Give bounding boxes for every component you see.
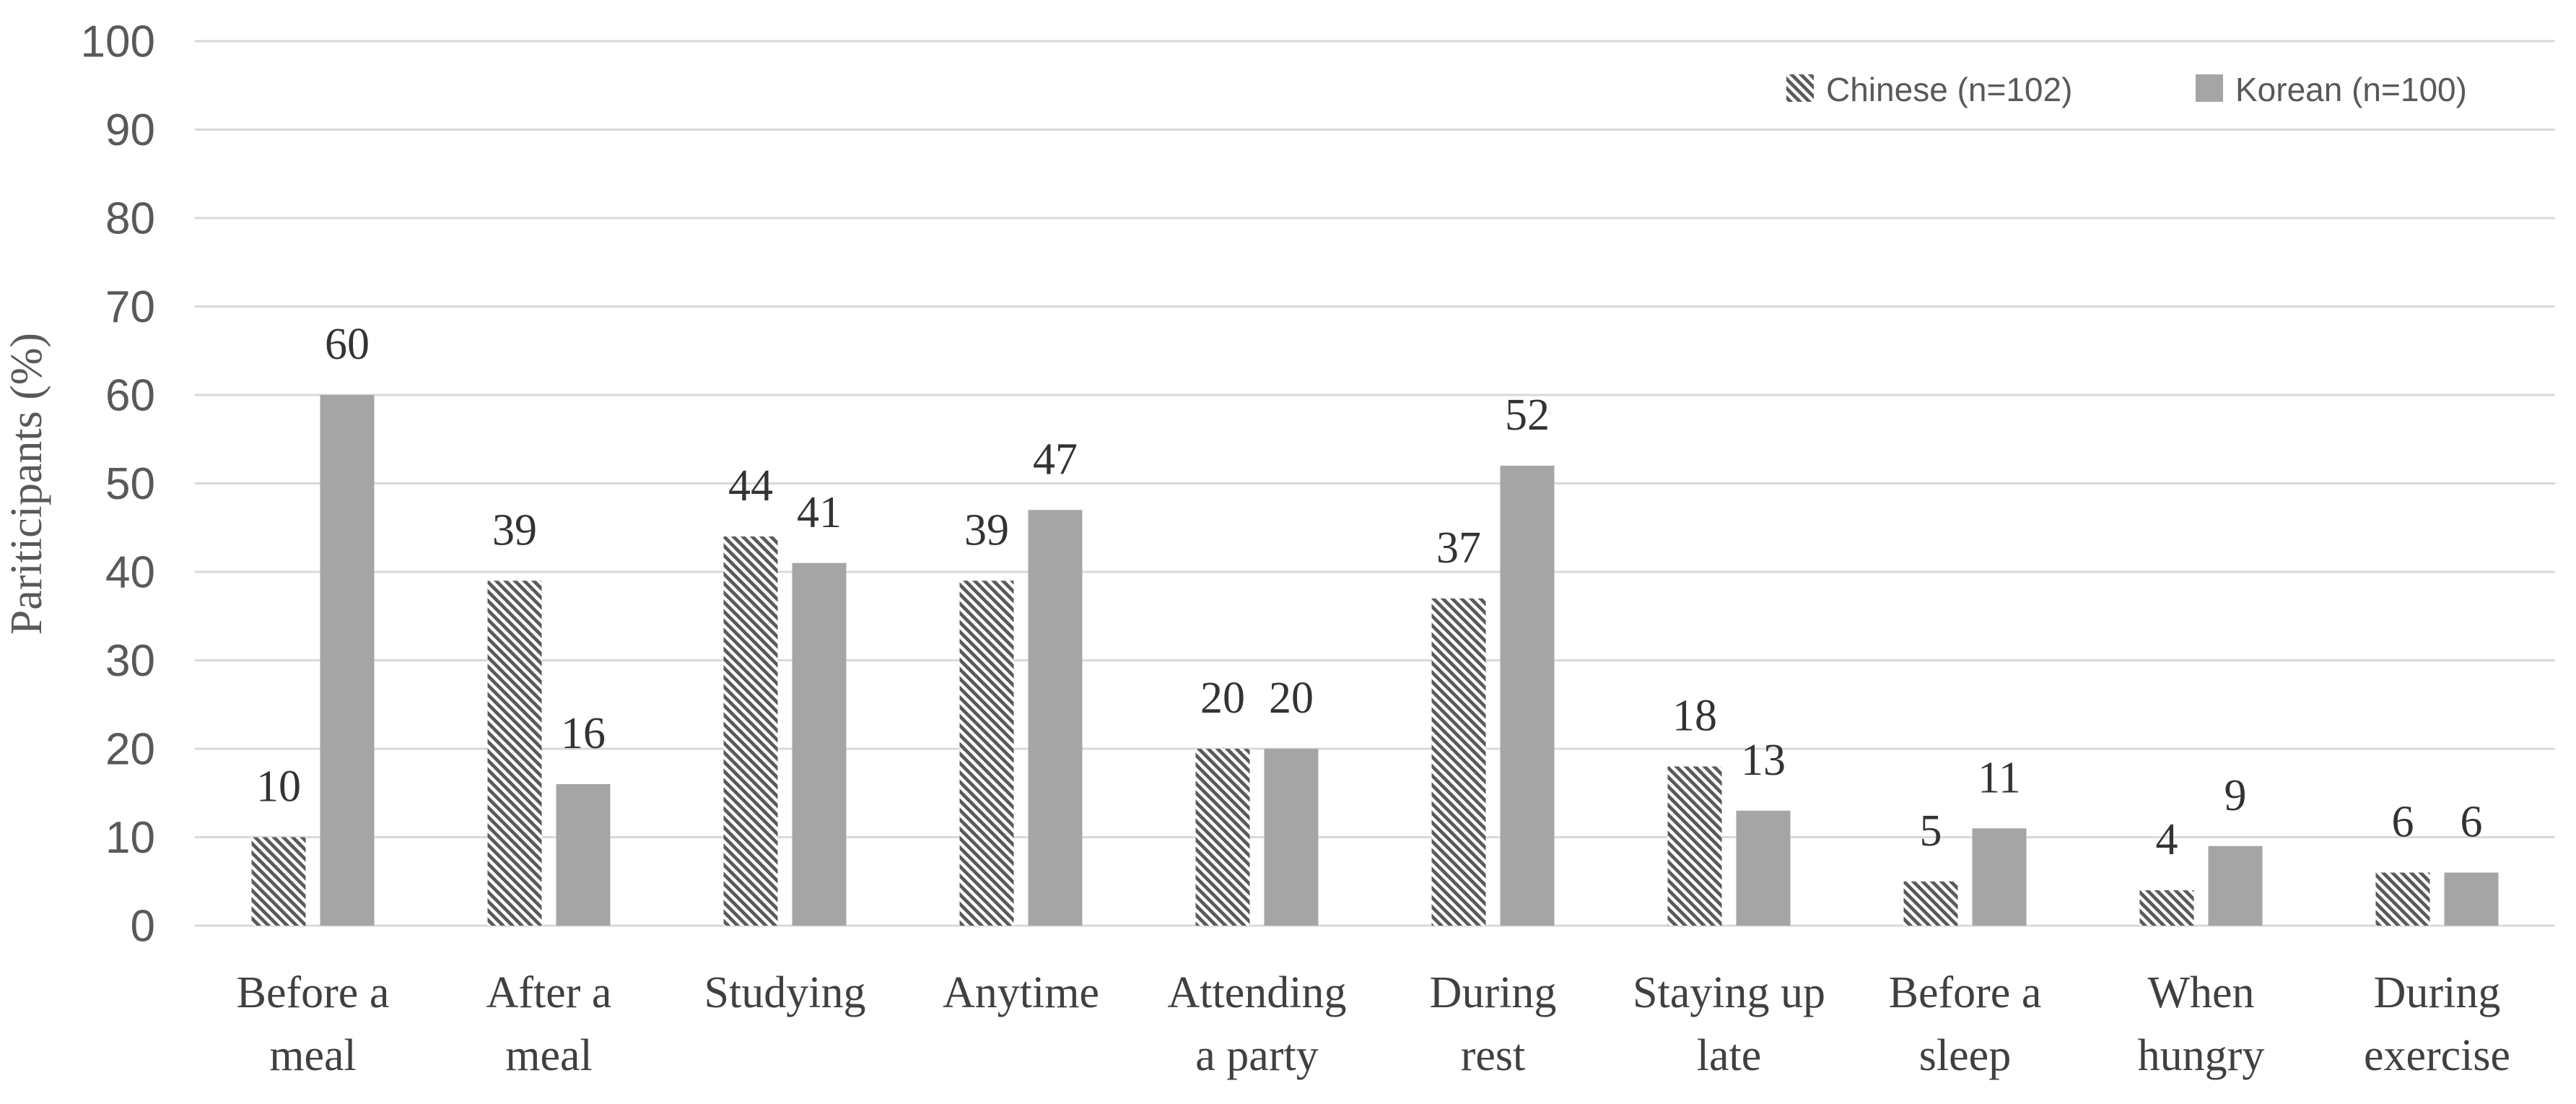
bar-chinese (1195, 749, 1250, 926)
y-tick-label: 50 (105, 459, 155, 509)
y-tick-label: 30 (105, 636, 155, 686)
category-label-line: meal (505, 1031, 593, 1080)
category-label-line: sleep (1919, 1031, 2011, 1080)
y-tick-label: 80 (105, 194, 155, 244)
data-label: 47 (1033, 435, 1078, 484)
bar-korean (1500, 466, 1555, 926)
data-label: 6 (2392, 798, 2414, 847)
bar-korean (1264, 749, 1319, 926)
category-label: Attending a party (1168, 968, 1347, 1080)
category-label: After a meal (486, 968, 612, 1080)
legend-item-chinese: Chinese (n=102) (1786, 71, 2072, 108)
y-tick-label: 70 (105, 282, 155, 332)
category-label-line: exercise (2364, 1031, 2510, 1080)
category-label-line: meal (269, 1031, 357, 1080)
data-label: 11 (1978, 753, 2021, 802)
bar-chinese (723, 536, 778, 926)
legend-swatch-hatched (1786, 74, 1814, 102)
category-label-line: When (2147, 968, 2254, 1017)
data-label: 10 (256, 762, 301, 812)
data-label: 44 (728, 461, 773, 510)
y-tick-label: 0 (131, 902, 155, 952)
category-label-line: Studying (704, 968, 866, 1017)
y-tick-label: 40 (105, 548, 155, 598)
legend-label: Chinese (n=102) (1826, 71, 2072, 108)
bar-chinese (251, 837, 306, 926)
legend-swatch-solid (2196, 74, 2223, 102)
category-label-line: rest (1461, 1031, 1526, 1080)
data-label: 5 (1920, 807, 1942, 856)
category-label-line: Before a (237, 968, 390, 1017)
bar-chinese (1903, 881, 1958, 926)
category-label-line: hungry (2138, 1031, 2265, 1080)
data-labels: 10 39 44 39 20 37 18 5 4 6 60 16 41 47 20 52 13 11 9 6 (256, 320, 2483, 864)
legend: Chinese (n=102) Korean (n=100) (1786, 71, 2467, 108)
category-label: Before a meal (237, 968, 390, 1080)
bar-chinese (1667, 766, 1722, 926)
category-label-line: After a (486, 968, 612, 1017)
y-tick-label: 90 (105, 105, 155, 155)
bar-groups (251, 395, 2499, 926)
y-axis-tick-labels: 0 10 20 30 40 50 60 70 80 90 100 (81, 17, 155, 952)
bar-korean (1736, 810, 1791, 926)
data-label: 41 (797, 488, 842, 537)
category-label-line: During (1430, 968, 1557, 1017)
bar-korean (556, 784, 611, 926)
bar-korean (1028, 510, 1083, 926)
bar-korean (1972, 828, 2027, 926)
category-label: During rest (1430, 968, 1557, 1080)
data-label: 4 (2156, 815, 2178, 864)
y-tick-label: 10 (105, 813, 155, 863)
bar-korean (2444, 872, 2499, 926)
category-label-line: Before a (1889, 968, 2042, 1017)
bar-chinese (1431, 598, 1486, 926)
legend-item-korean: Korean (n=100) (2196, 71, 2467, 108)
category-label-line: late (1697, 1031, 1762, 1080)
data-label: 20 (1269, 674, 1314, 723)
bar-korean (320, 395, 375, 926)
category-label: During exercise (2364, 968, 2510, 1080)
x-axis-category-labels: Before a meal After a meal Studying Anytime At… (237, 968, 2510, 1080)
bar-chinese (959, 581, 1014, 926)
category-label-line: Staying up (1633, 968, 1825, 1017)
data-label: 16 (561, 709, 606, 758)
data-label: 39 (492, 505, 537, 555)
data-label: 18 (1672, 692, 1717, 741)
category-label-line: During (2374, 968, 2501, 1017)
bar-chinese (2139, 890, 2194, 926)
category-label: When hungry (2138, 968, 2265, 1080)
bar-korean (2208, 846, 2263, 926)
bar-chinese (487, 581, 542, 926)
data-label: 20 (1200, 674, 1245, 723)
data-label: 9 (2224, 771, 2247, 820)
data-label: 52 (1505, 391, 1550, 440)
category-label-line: Attending (1168, 968, 1347, 1017)
data-label: 60 (325, 320, 370, 369)
category-label: Before a sleep (1889, 968, 2042, 1080)
bar-korean (792, 562, 847, 926)
data-label: 37 (1436, 523, 1481, 573)
category-label: Studying (704, 968, 866, 1017)
gridlines (195, 40, 2555, 927)
y-tick-label: 100 (81, 17, 155, 67)
legend-label: Korean (n=100) (2235, 71, 2467, 108)
category-label-line: Anytime (943, 968, 1099, 1017)
bar-chinese (2375, 872, 2430, 926)
category-label: Anytime (943, 968, 1099, 1017)
y-tick-label: 20 (105, 725, 155, 775)
y-axis-title: Pariticipants (%) (2, 333, 51, 635)
category-label: Staying up late (1633, 968, 1825, 1080)
data-label: 13 (1741, 736, 1786, 785)
data-label: 39 (964, 505, 1009, 555)
data-label: 6 (2461, 798, 2483, 847)
y-tick-label: 60 (105, 371, 155, 421)
category-label-line: a party (1195, 1031, 1318, 1080)
